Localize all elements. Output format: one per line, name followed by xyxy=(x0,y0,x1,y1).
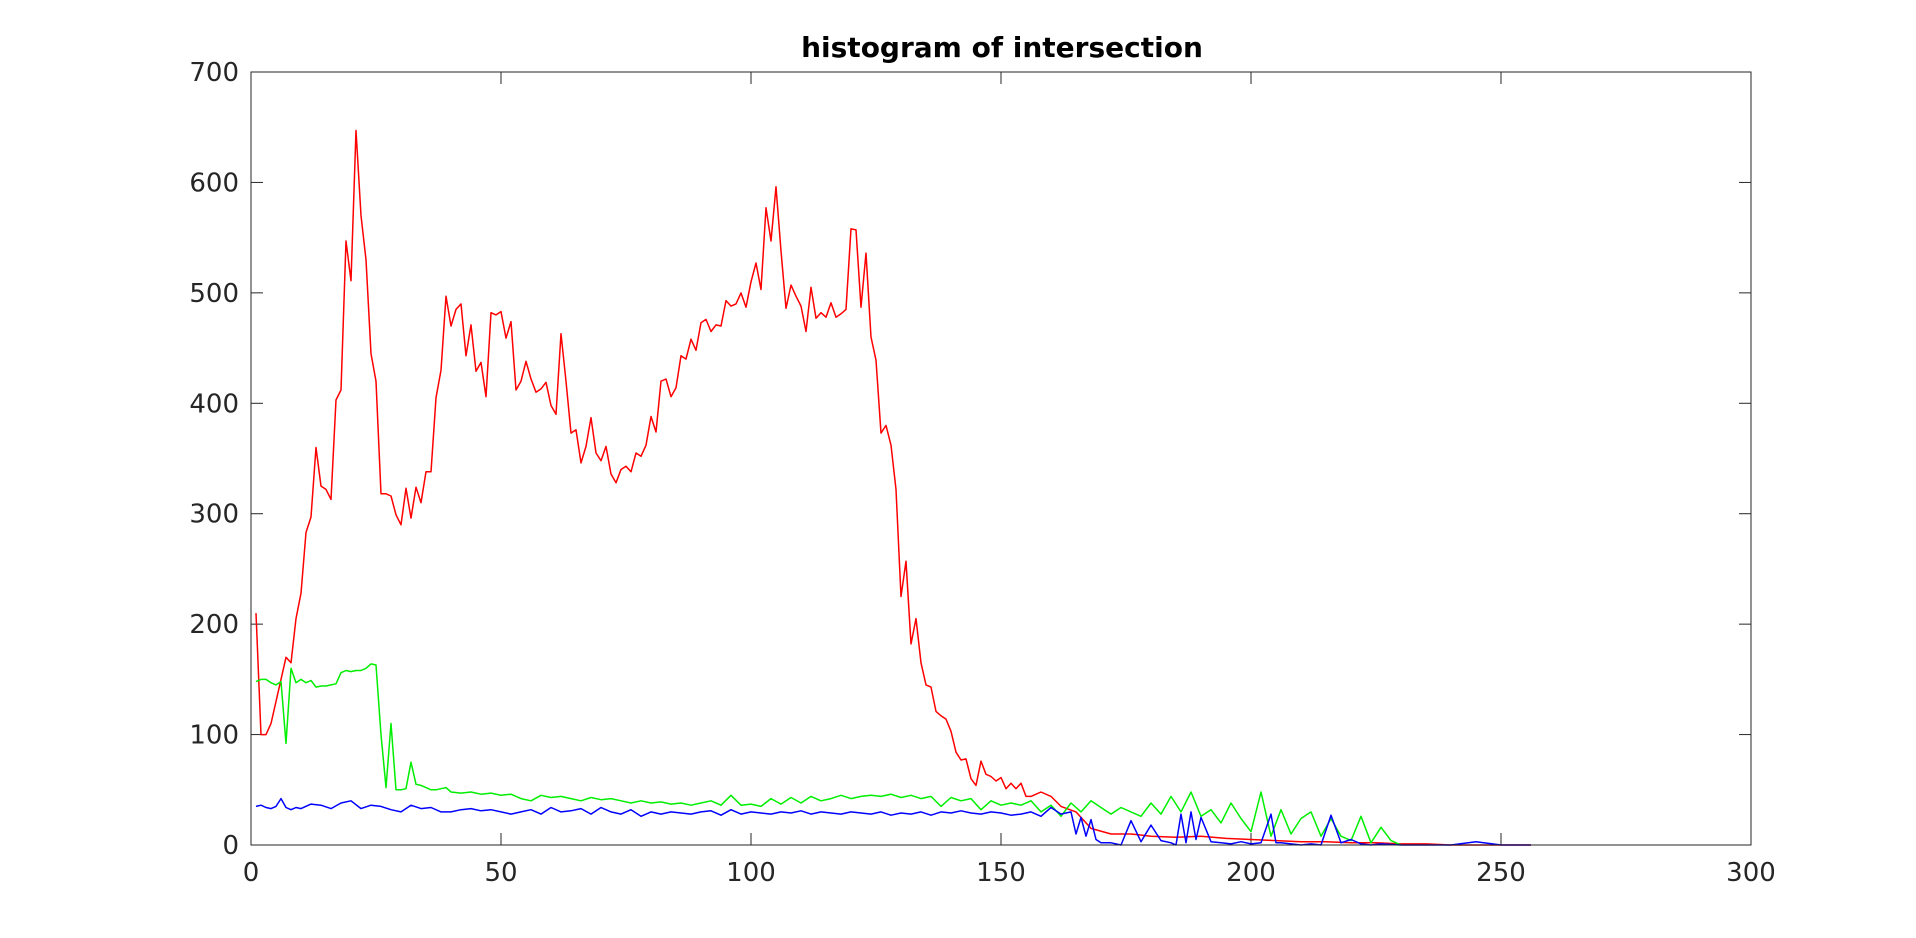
data-series xyxy=(255,129,1531,846)
axis-ticks: 0 50 100 150 200 250 300 0 100 200 300 400 500 600 700 xyxy=(189,58,1775,888)
y-tick-label: 100 xyxy=(189,721,239,751)
x-tick-label: 200 xyxy=(1226,858,1276,888)
y-tick-label: 200 xyxy=(189,610,239,640)
series-line-1 xyxy=(255,663,1402,846)
y-tick-label: 500 xyxy=(189,279,239,309)
series-line-0 xyxy=(255,129,1531,846)
chart-title: histogram of intersection xyxy=(801,31,1203,64)
series-line-2 xyxy=(255,797,1531,846)
x-tick-label: 100 xyxy=(726,858,776,888)
axes-box xyxy=(250,71,1752,846)
x-tick-label: 250 xyxy=(1476,858,1526,888)
x-tick-label: 50 xyxy=(484,858,517,888)
y-tick-label: 0 xyxy=(222,831,239,861)
y-tick-label: 600 xyxy=(189,168,239,198)
x-tick-label: 0 xyxy=(243,858,260,888)
y-tick-label: 400 xyxy=(189,389,239,419)
y-tick-label: 300 xyxy=(189,500,239,530)
x-tick-label: 150 xyxy=(976,858,1026,888)
x-tick-label: 300 xyxy=(1726,858,1776,888)
y-tick-label: 700 xyxy=(189,58,239,88)
